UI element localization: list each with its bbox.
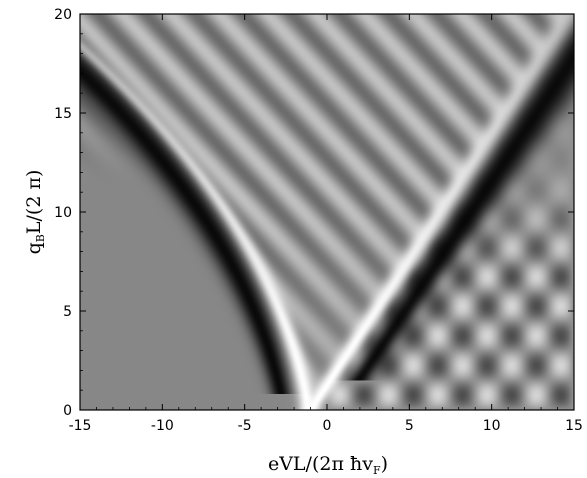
x-axis-title-v: v xyxy=(361,453,373,475)
y-axis-title: qBL/(2 π) xyxy=(23,170,47,255)
plot-area xyxy=(80,14,574,410)
x-axis-title-subscript: F xyxy=(373,464,381,477)
x-tick-label: 15 xyxy=(565,418,583,434)
y-tick-label: 20 xyxy=(54,7,72,23)
x-axis-title: eVL/(2π ħvF) xyxy=(268,453,388,477)
y-axis-title-rest: L/(2 π) xyxy=(23,170,45,234)
heatmap-image xyxy=(80,14,574,410)
x-tick-label: -5 xyxy=(238,418,252,434)
x-axis-title-close: ) xyxy=(381,453,388,475)
axis-ticks xyxy=(79,13,575,411)
y-tick-label: 15 xyxy=(54,106,72,122)
y-axis-title-subscript: B xyxy=(34,234,47,242)
x-tick-label: -10 xyxy=(151,418,174,434)
x-tick-label: 0 xyxy=(323,418,332,434)
x-axis-title-main: eVL/(2π xyxy=(268,453,350,475)
y-tick-label: 5 xyxy=(63,304,72,320)
y-tick-label: 0 xyxy=(63,403,72,419)
x-tick-labels: -15 -10 -5 0 5 10 15 xyxy=(69,418,583,434)
x-axis-title-hbar: ħ xyxy=(350,453,362,475)
y-axis-title-q: q xyxy=(23,242,45,254)
y-tick-labels: 0 5 10 15 20 xyxy=(54,7,72,419)
x-tick-label: -15 xyxy=(69,418,92,434)
x-tick-label: 10 xyxy=(483,418,501,434)
y-tick-label: 10 xyxy=(54,205,72,221)
x-tick-label: 5 xyxy=(405,418,414,434)
